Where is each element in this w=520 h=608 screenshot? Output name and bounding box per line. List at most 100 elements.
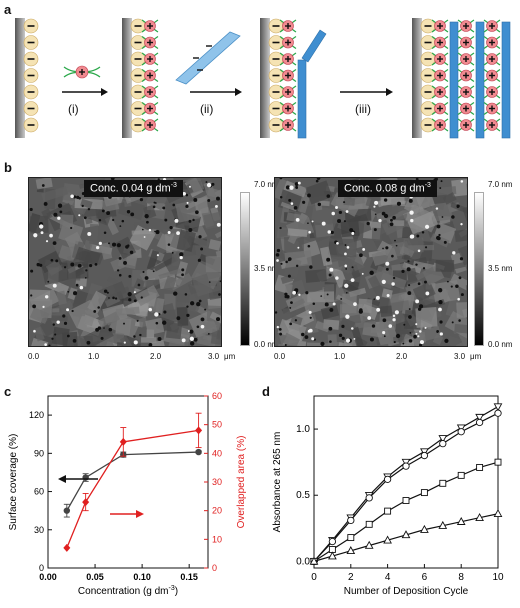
y-left-axis-label: Surface coverage (%) [8, 434, 19, 531]
afm-pit [408, 308, 411, 310]
afm-particle [181, 338, 186, 343]
afm-pit [171, 251, 174, 254]
data-point [475, 512, 484, 521]
afm-pit [118, 273, 122, 277]
afm1-xtick-0: 0.0 [28, 352, 40, 361]
y-axis-label: Absorbance at 265 nm [272, 432, 283, 533]
data-point [347, 516, 355, 525]
afm-pit [289, 322, 293, 326]
afm-pit [417, 282, 421, 286]
afm-pit [320, 295, 323, 297]
afm-particle [56, 320, 60, 324]
afm-pit [287, 257, 292, 261]
afm-pit [436, 331, 439, 334]
afm-grain [340, 254, 356, 275]
afm-grain [184, 194, 209, 210]
afm-pit [383, 198, 388, 202]
afm-pit [108, 297, 110, 299]
plus-sign [149, 89, 151, 95]
arrow-head [386, 88, 393, 96]
x-axis-label-exp: -3 [169, 585, 175, 592]
afm-grain [29, 307, 50, 324]
data-point [346, 546, 356, 555]
minus-sign [27, 25, 35, 27]
afm-pit [179, 252, 184, 257]
afm-grain [342, 279, 360, 292]
plot-frame [47, 395, 209, 569]
afm-grain [430, 202, 453, 222]
afm-pit [185, 193, 189, 197]
afm-pit [162, 206, 166, 210]
afm-grain [314, 223, 335, 238]
afm-pit [374, 213, 377, 216]
afm1-xtick-1: 1.0 [88, 352, 100, 361]
concentration-label-1: Conc. 0.04 g dm-3 [84, 180, 183, 197]
afm-grain [45, 259, 63, 277]
afm-particle [388, 324, 393, 328]
afm-pit [98, 219, 102, 222]
minus-sign [134, 124, 142, 126]
afm-pit [116, 269, 120, 272]
afm-particle [424, 224, 430, 229]
afm-pit [275, 311, 278, 314]
afm-pit [101, 209, 105, 213]
plus-sign [465, 23, 467, 29]
afm-pit [326, 257, 331, 262]
afm-pit [326, 194, 331, 198]
afm-particle [374, 200, 379, 205]
afm-pit [382, 247, 384, 250]
plus-sign [491, 105, 493, 112]
afm-particle [45, 240, 49, 243]
afm-particle [392, 318, 396, 322]
afm-pit [41, 184, 45, 187]
colorbar-1-max: 7.0 nm [254, 180, 279, 189]
plus-sign [439, 72, 441, 79]
afm-grain [100, 242, 113, 260]
afm-pit [328, 273, 332, 277]
afm-pit [408, 339, 413, 343]
afm-particle [409, 210, 414, 215]
afm-pit [284, 292, 288, 296]
afm-pit [188, 228, 193, 232]
x-tick-label: 10 [492, 572, 504, 583]
afm-particle [344, 283, 349, 288]
afm-grain [115, 306, 140, 316]
afm-pit [415, 178, 419, 181]
afm-pit [392, 276, 396, 280]
plot-frame [313, 395, 499, 569]
afm-particle [410, 218, 414, 223]
colorbar-1-mid: 3.5 nm [254, 264, 279, 273]
afm-particle [375, 295, 380, 300]
data-point [63, 543, 71, 552]
afm-pit [459, 257, 464, 261]
afm-pit [383, 335, 386, 338]
afm-grain [191, 273, 213, 297]
afm2-unit: μm [470, 352, 482, 361]
afm-grain [158, 268, 182, 280]
afm-particle [351, 231, 355, 235]
afm-grain [163, 275, 177, 292]
afm-grain [40, 319, 57, 337]
afm-pit [289, 306, 292, 309]
afm-pit [324, 302, 329, 307]
afm-pit [279, 195, 283, 199]
afm-particle [332, 302, 336, 306]
afm-pit [167, 243, 171, 246]
afm-pit [70, 226, 73, 230]
afm-particle [345, 338, 351, 343]
afm-pit [103, 289, 108, 293]
afm-grain [214, 226, 221, 239]
afm-pit [385, 267, 389, 271]
plus-sign [439, 39, 441, 46]
afm-pit [86, 340, 91, 345]
afm-pit [345, 291, 348, 294]
afm-pit [276, 248, 281, 253]
afm-pit [218, 293, 221, 296]
afm-pit [456, 206, 459, 209]
afm-particle [289, 185, 294, 190]
afm-pit [158, 313, 161, 316]
minus-sign [424, 58, 432, 60]
afm-pit [47, 280, 50, 283]
afm-pit [381, 211, 386, 216]
afm-pit [392, 215, 396, 220]
